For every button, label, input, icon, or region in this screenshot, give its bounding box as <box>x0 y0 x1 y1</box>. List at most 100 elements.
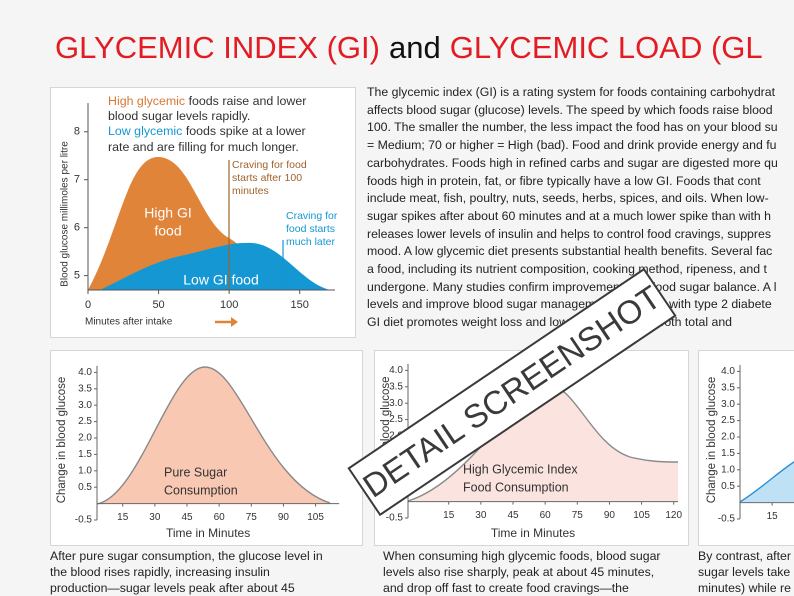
y-tick-label: 3.5 <box>389 381 403 392</box>
caption-line: production—sugar levels peak after about… <box>50 581 295 595</box>
x-tick-label: 150 <box>291 299 309 311</box>
title-part: GLYCEMIC LOAD (GL <box>449 30 763 65</box>
curve-fill <box>740 461 794 502</box>
caption: When consuming high glycemic foods, bloo… <box>383 548 661 596</box>
y-tick-label: 2.5 <box>78 416 92 427</box>
panel: -0.5 0.5 1.0 1.5 2.0 2.5 3.0 3.5 4.0 15 30 45 60 75 90… <box>56 365 340 540</box>
y-tick-label: 6 <box>74 222 80 234</box>
y-tick-label: -0.5 <box>386 513 404 524</box>
x-tick-label: 15 <box>767 511 779 522</box>
intro-line: carbohydrates. Foods high in refined car… <box>367 155 778 170</box>
craving-note: Craving for <box>286 210 338 222</box>
y-tick-label: 2.0 <box>78 433 92 444</box>
x-tick-label: 45 <box>507 510 519 521</box>
title-part: GLYCEMIC INDEX (GI) <box>55 30 380 65</box>
top-chart-notes: High glycemic foods raise and lower blood… <box>108 94 306 155</box>
caption: By contrast, after sugar levels take minut… <box>698 548 791 596</box>
y-tick-label: 3.0 <box>78 400 92 411</box>
x-axis-label: Time in Minutes <box>491 526 575 540</box>
y-tick-label: 1.0 <box>78 465 92 476</box>
x-tick-label: 100 <box>220 299 238 311</box>
x-tick-label: 105 <box>633 510 650 521</box>
craving-note: minutes <box>232 185 269 197</box>
y-tick-label: 4.0 <box>78 367 92 378</box>
title-part: and <box>388 30 441 65</box>
caption-line: and drop off fast to create food craving… <box>383 581 629 595</box>
x-tick-label: 75 <box>572 510 584 521</box>
caption-line: levels also rise sharply, peak at about … <box>383 565 655 579</box>
y-tick-label: 7 <box>74 174 80 186</box>
y-tick-label: -0.5 <box>75 515 93 526</box>
curve <box>739 460 794 503</box>
x-tick-label: 30 <box>149 512 161 523</box>
x-tick-label: 60 <box>214 512 226 523</box>
note-text: foods raise and lower <box>185 94 307 108</box>
y-tick-label: 2.5 <box>389 414 403 425</box>
y-axis-label: blood glucose <box>380 377 392 448</box>
y-tick-label: 1.5 <box>721 448 735 459</box>
craving-note: much later <box>286 236 336 248</box>
y-tick-label: 3.5 <box>721 382 735 393</box>
panel: -0.5 0.5 1.0 1.5 2.0 2.5 3.0 3.5 4.0 15 Change in … <box>706 364 794 525</box>
high-gi-label: High GI <box>144 205 191 221</box>
y-axis-label: Blood glucose millimoles per litre <box>60 141 71 287</box>
intro-line: GI diet promotes weight loss and lowers … <box>367 315 733 330</box>
curve <box>407 384 679 502</box>
y-tick-label: 5 <box>74 270 80 282</box>
y-tick-label: 4.0 <box>389 365 403 376</box>
y-tick-label: 0.5 <box>78 482 92 493</box>
curve-label: High Glycemic Index <box>463 462 578 476</box>
caption-line: When consuming high glycemic foods, bloo… <box>383 549 661 563</box>
intro-line: affects blood sugar (glucose) levels. Th… <box>367 102 773 117</box>
y-tick-label: 8 <box>74 126 80 138</box>
note-text: blood sugar levels rapidly. <box>108 109 251 124</box>
caption: After pure sugar consumption, the glucos… <box>50 548 323 596</box>
top-chart-box <box>50 87 356 338</box>
intro-line: mood. A low glycemic diet presents subst… <box>367 244 773 259</box>
arrow-head <box>231 317 238 327</box>
intro-text: The glycemic index (GI) is a rating syst… <box>367 84 778 332</box>
y-tick-label: 3.5 <box>78 383 92 394</box>
x-tick-label: 90 <box>278 512 290 523</box>
y-tick-label: 3.0 <box>721 399 735 410</box>
note-line: Low glycemic foods spike at a lower <box>108 124 306 139</box>
x-tick-label: 30 <box>475 510 487 521</box>
x-axis-label: Time in Minutes <box>166 526 250 540</box>
x-axis-label: Minutes after intake <box>85 317 173 328</box>
x-tick-label: 60 <box>540 510 552 521</box>
caption-line: sugar levels take <box>698 565 791 579</box>
note-text: rate and are filling for much longer. <box>108 139 299 154</box>
y-axis-label: Change in blood glucose <box>706 377 718 504</box>
y-axis-label: Change in blood glucose <box>56 377 68 504</box>
intro-line: foods high in protein, fat, or fibre typ… <box>367 173 761 188</box>
intro-line: include meat, fish, poultry, nuts, seeds… <box>367 191 769 206</box>
x-tick-label: 0 <box>85 299 91 311</box>
y-tick-label: -0.5 <box>718 514 736 525</box>
caption-line: the blood rises rapidly, increasing insu… <box>50 565 270 579</box>
low-gi-label: Low GI food <box>183 272 259 288</box>
intro-line: = Medium; 70 or higher = High (bad). Foo… <box>367 138 777 153</box>
x-tick-label: 15 <box>443 510 455 521</box>
y-tick-label: 2.0 <box>721 432 735 443</box>
x-tick-label: 75 <box>246 512 258 523</box>
y-tick-label: 1.5 <box>78 449 92 460</box>
caption-line: By contrast, after <box>698 549 791 563</box>
y-tick-label: 1.0 <box>721 464 735 475</box>
y-tick-label: 0.5 <box>721 481 735 492</box>
craving-note: Craving for food <box>232 159 307 171</box>
watermark-banner <box>347 267 677 517</box>
note-text: High glycemic <box>108 94 186 108</box>
craving-note: starts after 100 <box>232 172 302 184</box>
note-line: rate and are filling for much longer. <box>108 140 306 155</box>
curve-fill <box>97 367 330 504</box>
x-tick-label: 45 <box>181 512 193 523</box>
x-tick-label: 50 <box>152 299 164 311</box>
curve-label: Consumption <box>164 483 238 497</box>
intro-line: sugar spikes after about 60 minutes and … <box>367 208 771 223</box>
note-line: High glycemic foods raise and lower <box>108 94 306 109</box>
high-gi-label: food <box>154 223 181 239</box>
note-line: blood sugar levels rapidly. <box>108 109 306 124</box>
y-tick-label: 3.0 <box>389 398 403 409</box>
